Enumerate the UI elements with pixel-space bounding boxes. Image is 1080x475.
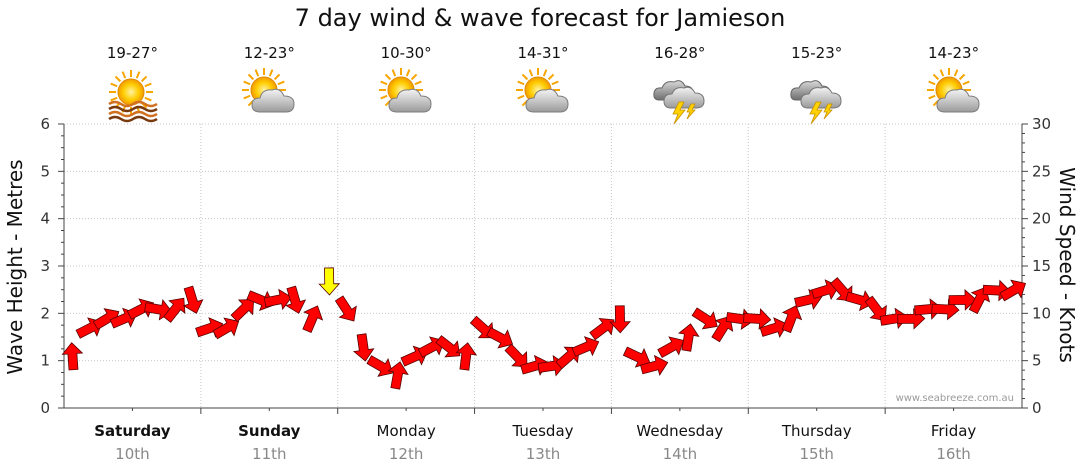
wind-arrow (334, 295, 357, 322)
wind-arrow (366, 355, 394, 377)
left-tick-label: 0 (40, 399, 50, 417)
sun-cloud-icon (379, 68, 432, 113)
wind-arrow (455, 342, 478, 371)
axis-labels: 0 1 2 3 4 5 6 0 5 10 15 20 25 30 Saturday 10th Sunday 11t… (40, 115, 1051, 463)
wind-arrow (999, 279, 1027, 302)
day-temperature: 10-30° (380, 44, 432, 62)
wind-arrow (845, 290, 874, 312)
day-date: 11th (252, 445, 286, 463)
wind-arrow (352, 333, 375, 362)
chart-axes (58, 123, 1028, 414)
left-axis-title: Wave Height - Metres (3, 159, 27, 374)
sun-cloud-icon (926, 68, 980, 113)
wind-arrow (571, 336, 600, 357)
wind-arrow (743, 308, 772, 330)
day-date: 16th (936, 445, 970, 463)
day-name: Friday (931, 422, 977, 440)
wind-arrow (864, 295, 887, 321)
wind-arrow (435, 335, 461, 358)
wind-arrow (948, 288, 977, 311)
day-name: Wednesday (636, 422, 723, 440)
wind-arrow (829, 277, 853, 302)
right-tick-label: 20 (1032, 210, 1051, 228)
left-tick-label: 3 (40, 257, 50, 275)
left-tick-label: 1 (40, 352, 50, 370)
day-temperature: 16-28° (654, 44, 706, 62)
wind-arrow (711, 315, 734, 343)
day-name: Saturday (94, 422, 171, 440)
wind-arrow (285, 285, 307, 314)
wind-arrow (263, 288, 293, 311)
wind-arrow (318, 267, 341, 296)
wind-arrows (61, 267, 1027, 390)
left-tick-label: 6 (40, 115, 50, 133)
sun-haze-icon (108, 70, 159, 123)
wind-arrow (639, 354, 669, 376)
right-tick-label: 25 (1032, 162, 1051, 180)
day-temperature: 14-23° (928, 44, 980, 62)
wind-arrow (609, 305, 631, 334)
wind-arrow (589, 318, 615, 341)
wind-arrow (759, 317, 788, 338)
wind-arrow (678, 323, 700, 352)
right-axis-title: Wind Speed - Knots (1055, 167, 1079, 363)
right-tick-label: 5 (1032, 352, 1042, 370)
day-name: Sunday (238, 422, 301, 440)
day-date: 10th (115, 445, 149, 463)
wind-arrow (781, 305, 803, 334)
wind-arrow (61, 342, 84, 371)
storm-cloud-icon (790, 80, 842, 124)
wind-arrow (504, 343, 528, 368)
day-name: Monday (377, 422, 436, 440)
left-tick-label: 2 (40, 304, 50, 322)
wind-arrow (302, 305, 324, 334)
chart-grid (64, 123, 1022, 408)
left-tick-label: 4 (40, 210, 50, 228)
day-temperature: 15-23° (791, 44, 843, 62)
wind-arrow (387, 361, 409, 390)
day-name: Tuesday (511, 422, 573, 440)
day-date: 13th (526, 445, 560, 463)
right-tick-label: 30 (1032, 115, 1051, 133)
wind-arrow (182, 285, 204, 314)
wind-arrow (212, 317, 240, 340)
wind-arrow (230, 299, 255, 323)
wind-arrow (469, 315, 494, 339)
storm-cloud-icon (653, 80, 705, 124)
right-tick-label: 10 (1032, 304, 1051, 322)
credit-text: www.seabreeze.com.au (896, 393, 1014, 404)
wind-arrow (691, 307, 718, 330)
right-tick-label: 0 (1032, 399, 1042, 417)
day-temperature: 19-27° (106, 44, 158, 62)
day-date: 12th (389, 445, 423, 463)
sun-cloud-icon (516, 68, 569, 113)
chart-title: 7 day wind & wave forecast for Jamieson (294, 4, 786, 32)
left-tick-label: 5 (40, 162, 50, 180)
day-date: 14th (663, 445, 697, 463)
wind-arrow (657, 336, 685, 358)
sun-cloud-icon (242, 68, 295, 113)
day-name: Thursday (781, 422, 852, 440)
day-temperature: 12-23° (243, 44, 295, 62)
wind-arrow (486, 327, 514, 349)
right-tick-label: 15 (1032, 257, 1051, 275)
day-temperature: 14-31° (517, 44, 569, 62)
day-date: 15th (799, 445, 833, 463)
